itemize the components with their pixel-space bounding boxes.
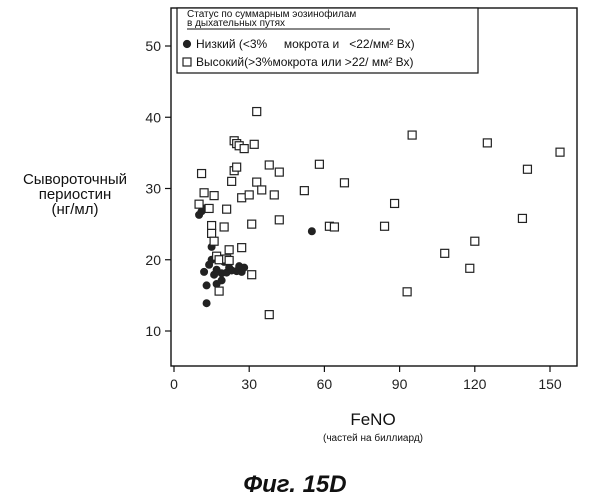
point-s1-46 bbox=[441, 249, 449, 257]
point-s0-5 bbox=[203, 300, 210, 307]
point-s1-34 bbox=[270, 191, 278, 199]
y-axis-title-line3: (нг/мл) bbox=[52, 201, 99, 218]
point-s1-1 bbox=[198, 170, 206, 178]
point-s1-36 bbox=[275, 168, 283, 176]
point-s1-26 bbox=[248, 220, 256, 228]
y-tick-label-3: 40 bbox=[145, 109, 161, 125]
x-axis: 0 30 60 90 120 150 bbox=[170, 366, 562, 392]
point-s1-37 bbox=[300, 187, 308, 195]
point-s1-28 bbox=[250, 140, 258, 148]
point-s1-29 bbox=[253, 108, 261, 116]
point-s1-2 bbox=[200, 189, 208, 197]
point-s1-48 bbox=[471, 237, 479, 245]
point-s1-41 bbox=[340, 179, 348, 187]
x-tick-label-2: 60 bbox=[317, 376, 333, 392]
legend-item-high: Высокий(>3%мокрота или >22/ мм² Вх) bbox=[196, 55, 414, 69]
point-s1-44 bbox=[403, 288, 411, 296]
point-s1-30 bbox=[253, 178, 261, 186]
point-s1-45 bbox=[408, 131, 416, 139]
x-tick-label-4: 120 bbox=[463, 376, 487, 392]
x-axis-title: FeNO bbox=[350, 410, 395, 429]
point-s1-24 bbox=[240, 145, 248, 153]
x-tick-label-5: 150 bbox=[538, 376, 562, 392]
y-tick-label-2: 30 bbox=[145, 181, 161, 197]
point-s1-47 bbox=[466, 264, 474, 272]
x-axis-subtitle: (частей на биллиард) bbox=[323, 432, 423, 444]
point-s1-50 bbox=[518, 214, 526, 222]
point-s1-23 bbox=[238, 244, 246, 252]
point-s1-33 bbox=[265, 311, 273, 319]
point-s1-16 bbox=[228, 177, 236, 185]
data-points bbox=[195, 108, 564, 319]
x-tick-label-3: 90 bbox=[392, 376, 408, 392]
point-s1-22 bbox=[238, 194, 246, 202]
y-tick-label-0: 10 bbox=[145, 323, 161, 339]
point-s1-38 bbox=[315, 160, 323, 168]
point-s1-6 bbox=[210, 192, 218, 200]
point-s1-40 bbox=[330, 223, 338, 231]
point-s0-22 bbox=[241, 264, 248, 271]
point-s1-15 bbox=[225, 256, 233, 264]
point-s1-42 bbox=[381, 222, 389, 230]
point-s1-7 bbox=[210, 237, 218, 245]
point-s1-5 bbox=[208, 229, 216, 237]
point-s0-4 bbox=[203, 282, 210, 289]
point-s0-3 bbox=[200, 268, 207, 275]
y-axis: 10 20 30 40 50 bbox=[145, 38, 171, 339]
point-s1-12 bbox=[223, 205, 231, 213]
point-s1-35 bbox=[275, 216, 283, 224]
point-s0-14 bbox=[218, 277, 225, 284]
point-s1-25 bbox=[245, 191, 253, 199]
point-s1-10 bbox=[215, 287, 223, 295]
point-s0-23 bbox=[308, 228, 315, 235]
point-s1-43 bbox=[391, 199, 399, 207]
legend-marker-low bbox=[183, 40, 190, 47]
point-s1-32 bbox=[265, 161, 273, 169]
figure-caption: Фиг. 15D bbox=[243, 471, 346, 498]
legend: Статус по суммарным эозинофилам в дыхате… bbox=[177, 8, 478, 73]
point-s1-49 bbox=[483, 139, 491, 147]
legend-item-low: Низкий (<3% мокрота и <22/мм² Вх) bbox=[196, 37, 415, 51]
point-s1-52 bbox=[556, 148, 564, 156]
point-s1-4 bbox=[208, 222, 216, 230]
point-s1-9 bbox=[215, 256, 223, 264]
y-tick-label-1: 20 bbox=[145, 252, 161, 268]
point-s1-11 bbox=[220, 223, 228, 231]
point-s1-0 bbox=[195, 200, 203, 208]
point-s1-3 bbox=[205, 204, 213, 212]
x-tick-label-1: 30 bbox=[241, 376, 257, 392]
point-s1-27 bbox=[248, 271, 256, 279]
x-tick-label-0: 0 bbox=[170, 376, 178, 392]
y-tick-label-4: 50 bbox=[145, 38, 161, 54]
point-s1-20 bbox=[233, 163, 241, 171]
point-s1-51 bbox=[523, 165, 531, 173]
point-s1-14 bbox=[225, 246, 233, 254]
point-s1-31 bbox=[258, 186, 266, 194]
legend-title-line2: в дыхательных путях bbox=[187, 18, 285, 29]
legend-marker-high bbox=[183, 58, 191, 66]
